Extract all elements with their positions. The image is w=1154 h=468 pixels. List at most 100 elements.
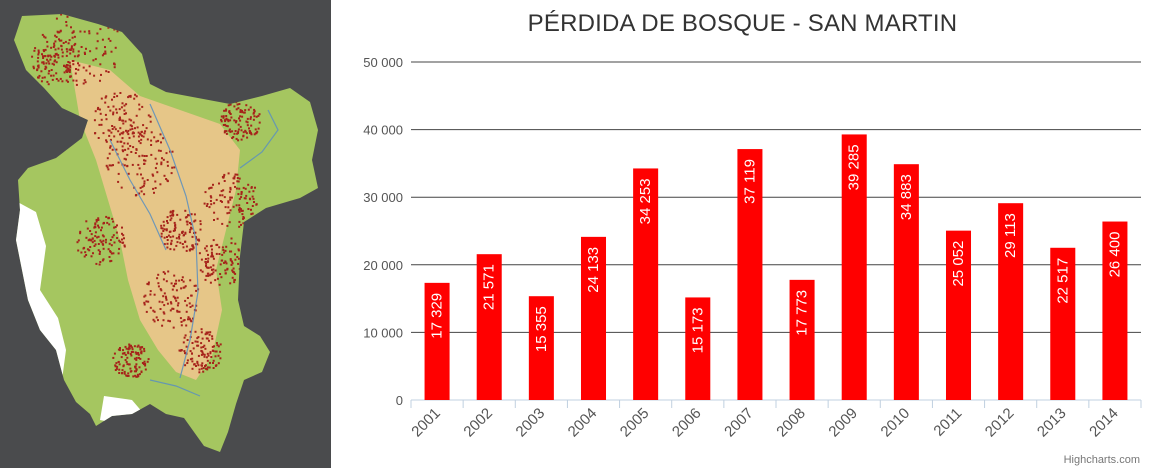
forest-loss-pixel (37, 49, 40, 52)
forest-loss-pixel (206, 352, 209, 355)
forest-loss-pixel (246, 124, 249, 127)
forest-loss-pixel (77, 249, 80, 252)
forest-loss-pixel (126, 375, 129, 377)
forest-loss-pixel (125, 129, 127, 132)
forest-loss-pixel (134, 152, 137, 154)
x-tick-label-2003: 2003 (513, 405, 549, 441)
forest-loss-pixel (209, 266, 212, 269)
forest-loss-pixel (110, 164, 113, 167)
forest-loss-pixel (144, 362, 147, 365)
forest-loss-pixel (199, 228, 202, 231)
forest-loss-pixel (120, 356, 123, 359)
forest-loss-pixel (55, 17, 58, 20)
forest-loss-pixel (115, 231, 118, 234)
forest-loss-pixel (134, 365, 137, 368)
forest-loss-pixel (145, 310, 148, 313)
forest-loss-pixel (254, 128, 257, 131)
forest-loss-pixel (99, 261, 102, 263)
forest-loss-pixel (125, 347, 128, 350)
forest-loss-pixel (246, 117, 249, 120)
forest-loss-pixel (160, 224, 163, 227)
forest-loss-pixel (55, 78, 58, 80)
forest-loss-pixel (183, 234, 185, 237)
forest-loss-pixel (236, 103, 239, 106)
forest-loss-pixel (237, 193, 240, 196)
forest-loss-pixel (47, 60, 50, 63)
forest-loss-pixel (194, 309, 197, 312)
forest-loss-pixel (149, 293, 152, 296)
forest-loss-pixel (212, 362, 214, 364)
forest-loss-pixel (160, 235, 163, 238)
forest-loss-pixel (229, 103, 232, 106)
forest-loss-pixel (55, 72, 58, 75)
forest-loss-pixel (124, 353, 127, 356)
forest-loss-pixel (128, 363, 131, 366)
forest-loss-pixel (111, 128, 114, 130)
forest-loss-pixel (242, 216, 245, 218)
forest-loss-pixel (69, 52, 72, 55)
forest-loss-pixel (230, 237, 233, 240)
forest-loss-pixel (238, 117, 240, 120)
forest-loss-pixel (233, 119, 236, 122)
forest-loss-pixel (180, 320, 183, 323)
forest-loss-pixel (172, 235, 175, 238)
forest-loss-pixel (143, 295, 146, 298)
forest-loss-pixel (176, 310, 179, 313)
forest-loss-pixel (79, 30, 82, 33)
forest-loss-pixel (180, 324, 183, 327)
forest-loss-pixel (89, 230, 92, 232)
forest-loss-pixel (65, 79, 68, 82)
forest-loss-pixel (116, 365, 119, 368)
y-axis-labels: 0 10 000 20 000 30 000 40 000 50 000 (363, 55, 403, 408)
forest-loss-pixel (241, 111, 244, 114)
forest-loss-pixel (227, 201, 230, 204)
bar-2004 (580, 236, 607, 400)
forest-loss-pixel (115, 148, 118, 151)
forest-loss-pixel (101, 38, 104, 41)
forest-loss-pixel (118, 119, 121, 121)
forest-loss-pixel (125, 374, 128, 377)
x-tick-label-2008: 2008 (773, 405, 809, 441)
forest-loss-pixel (166, 236, 168, 238)
forest-loss-pixel (42, 57, 45, 59)
forest-loss-pixel (73, 35, 76, 38)
forest-loss-pixel (165, 298, 168, 301)
forest-loss-pixel (205, 356, 208, 359)
forest-loss-pixel (143, 132, 146, 135)
bar-2005 (633, 168, 659, 400)
forest-loss-pixel (70, 45, 73, 48)
forest-loss-pixel (191, 357, 194, 360)
forest-loss-pixel (159, 183, 162, 186)
forest-loss-pixel (204, 247, 207, 250)
forest-loss-pixel (130, 345, 132, 347)
forest-loss-pixel (124, 120, 127, 123)
forest-loss-pixel (60, 39, 63, 42)
forest-loss-pixel (209, 281, 212, 284)
forest-loss-pixel (222, 124, 225, 126)
forest-loss-pixel (173, 166, 176, 169)
forest-loss-pixel (157, 285, 160, 288)
forest-loss-pixel (34, 47, 37, 50)
forest-loss-pixel (132, 132, 135, 135)
forest-loss-pixel (163, 312, 166, 315)
forest-loss-pixel (130, 151, 133, 153)
x-tick-label-2004: 2004 (565, 405, 601, 441)
forest-loss-pixel (146, 360, 149, 363)
forest-loss-pixel (192, 347, 195, 350)
forest-loss-pixel (161, 301, 164, 304)
credits-link[interactable]: Highcharts.com (1063, 454, 1140, 466)
forest-loss-pixel (129, 145, 132, 147)
forest-loss-pixel (111, 236, 114, 239)
forest-loss-pixel (237, 262, 240, 265)
forest-loss-pixel (229, 119, 232, 122)
forest-loss-pixel (138, 366, 141, 369)
forest-loss-pixel (252, 118, 255, 121)
forest-loss-pixel (253, 201, 255, 203)
forest-loss-pixel (140, 190, 143, 193)
forest-loss-pixel (50, 74, 53, 77)
forest-loss-pixel (138, 108, 141, 111)
forest-loss-pixel (212, 264, 215, 267)
forest-loss-pixel (215, 350, 218, 353)
forest-loss-pixel (203, 202, 206, 205)
forest-loss-pixel (244, 258, 247, 261)
